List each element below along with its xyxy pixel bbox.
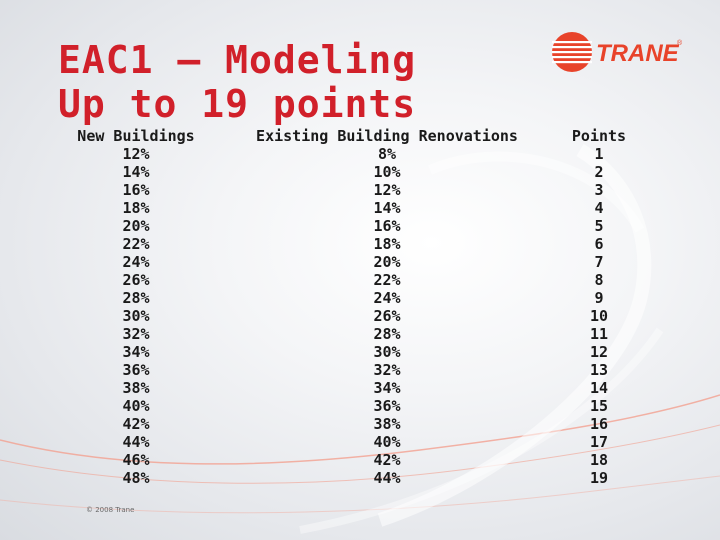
- copyright-footer: © 2008 Trane: [86, 506, 135, 514]
- table-cell: 9: [594, 289, 604, 307]
- table-cell: 26%: [122, 271, 150, 289]
- table-cell: 12: [589, 343, 609, 361]
- table-cell: 36%: [373, 397, 401, 415]
- table-cell: 8%: [377, 145, 397, 163]
- table-cell: 26%: [373, 307, 401, 325]
- table-cell: 44%: [373, 469, 401, 487]
- table-cell: 48%: [122, 469, 150, 487]
- trane-logo: TRANE ®: [552, 32, 683, 72]
- table-cell: 10%: [373, 163, 401, 181]
- table-cell: 19: [589, 469, 609, 487]
- table-cell: 46%: [122, 451, 150, 469]
- column-header: Points: [571, 127, 627, 145]
- table-cell: 12%: [122, 145, 150, 163]
- title-line-2: Up to 19 points: [58, 82, 417, 126]
- table-cell: 16: [589, 415, 609, 433]
- table-cell: 38%: [122, 379, 150, 397]
- table-cell: 32%: [373, 361, 401, 379]
- table-cell: 32%: [122, 325, 150, 343]
- table-cell: 14%: [122, 163, 150, 181]
- table-cell: 3: [594, 181, 604, 199]
- table-cell: 12%: [373, 181, 401, 199]
- table-cell: 44%: [122, 433, 150, 451]
- table-cell: 42%: [373, 451, 401, 469]
- table-cell: 7: [594, 253, 604, 271]
- table-cell: 34%: [373, 379, 401, 397]
- title-line-1: EAC1 – Modeling: [58, 38, 417, 82]
- table-cell: 20%: [373, 253, 401, 271]
- logo-wordmark: TRANE: [596, 40, 680, 67]
- table-cell: 4: [594, 199, 604, 217]
- logo-registered-mark: ®: [677, 39, 683, 47]
- column-points: Points 1 2 3 4 5 6 7 8 9 10 11 12 13 14 15 16 17 18 19: [560, 127, 638, 487]
- table-cell: 2: [594, 163, 604, 181]
- table-cell: 24%: [122, 253, 150, 271]
- table-cell: 17: [589, 433, 609, 451]
- column-header: Existing Building Renovations: [256, 127, 518, 145]
- table-cell: 28%: [122, 289, 150, 307]
- table-cell: 40%: [373, 433, 401, 451]
- table-cell: 30%: [373, 343, 401, 361]
- table-cell: 14: [589, 379, 609, 397]
- table-cell: 16%: [373, 217, 401, 235]
- table-cell: 22%: [373, 271, 401, 289]
- table-cell: 30%: [122, 307, 150, 325]
- table-cell: 1: [594, 145, 604, 163]
- table-cell: 28%: [373, 325, 401, 343]
- table-cell: 6: [594, 235, 604, 253]
- table-cell: 14%: [373, 199, 401, 217]
- table-cell: 18: [589, 451, 609, 469]
- table-cell: 36%: [122, 361, 150, 379]
- table-cell: 15: [589, 397, 609, 415]
- table-cell: 18%: [373, 235, 401, 253]
- table-cell: 34%: [122, 343, 150, 361]
- column-header: New Buildings: [77, 127, 195, 145]
- table-cell: 42%: [122, 415, 150, 433]
- table-cell: 40%: [122, 397, 150, 415]
- table-cell: 24%: [373, 289, 401, 307]
- slide-title: EAC1 – Modeling Up to 19 points: [58, 38, 416, 126]
- column-new-buildings: New Buildings 12% 14% 16% 18% 20% 22% 24% 26% 28…: [58, 127, 214, 487]
- table-cell: 16%: [122, 181, 150, 199]
- table-cell: 18%: [122, 199, 150, 217]
- table-cell: 10: [589, 307, 609, 325]
- column-existing-building-renovations: Existing Building Renovations 8% 10% 12% 14…: [255, 127, 519, 487]
- table-cell: 38%: [373, 415, 401, 433]
- table-cell: 13: [589, 361, 609, 379]
- table-cell: 22%: [122, 235, 150, 253]
- table-cell: 20%: [122, 217, 150, 235]
- table-cell: 8: [594, 271, 604, 289]
- table-cell: 11: [589, 325, 609, 343]
- table-cell: 5: [594, 217, 604, 235]
